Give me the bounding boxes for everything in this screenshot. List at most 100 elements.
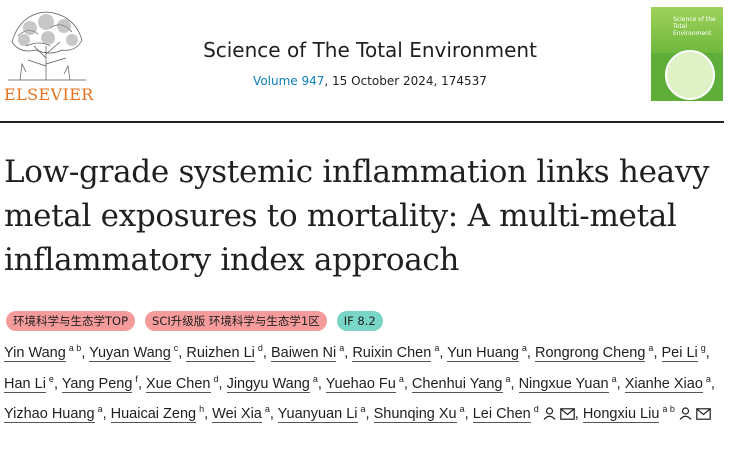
author-name[interactable]: Yin Wang [4, 345, 66, 362]
author-affiliation[interactable]: f [135, 373, 138, 384]
author-affiliation[interactable]: a b [662, 404, 675, 414]
header-divider [0, 121, 724, 123]
author-separator: , [178, 345, 187, 361]
journal-title-link[interactable]: Science of The Total Environment [203, 38, 537, 62]
author-affiliation[interactable]: a [705, 373, 711, 384]
author-name[interactable]: Yang Peng [61, 375, 133, 393]
author-affiliation[interactable]: a [97, 404, 103, 414]
author-item[interactable]: Han Li e [4, 373, 54, 393]
author-separator: , [317, 375, 326, 392]
author-separator: , [344, 345, 353, 361]
author-name[interactable]: Yizhao Huang [4, 406, 95, 423]
author-name[interactable]: Xianhe Xiao [624, 375, 703, 393]
author-affiliation[interactable]: a [264, 404, 270, 414]
author-item[interactable]: Baiwen Ni a [270, 343, 345, 362]
author-item[interactable]: Hongxiu Liu a b [582, 404, 711, 423]
author-item[interactable]: Huaicai Zeng h [110, 404, 205, 423]
author-item[interactable]: Yang Peng f [61, 373, 138, 393]
author-name[interactable]: Ruizhen Li [186, 345, 255, 362]
author-item[interactable]: Ruixin Chen a [352, 343, 440, 362]
author-affiliation[interactable]: c [173, 343, 179, 353]
author-name[interactable]: Ruixin Chen [352, 345, 432, 362]
author-name[interactable]: Huaicai Zeng [110, 406, 197, 423]
author-item[interactable]: Wei Xia a [212, 404, 270, 423]
elsevier-wordmark[interactable]: ELSEVIER [4, 85, 94, 104]
citation-line: Volume 947, 15 October 2024, 174537 [180, 74, 560, 88]
author-item[interactable]: Yuehao Fu a [325, 373, 404, 393]
author-separator: , [526, 345, 535, 361]
author-separator: , [137, 375, 146, 392]
author-name[interactable]: Yuyan Wang [89, 345, 171, 362]
author-item[interactable]: Ruizhen Li d [186, 343, 263, 362]
author-affiliation[interactable]: a b [68, 343, 82, 353]
author-item[interactable]: Pei Li g [661, 343, 706, 362]
author-separator: , [464, 406, 473, 422]
author-item[interactable]: Rongrong Cheng a [534, 343, 654, 362]
author-affiliation[interactable]: a [339, 343, 345, 353]
author-name[interactable]: Baiwen Ni [270, 345, 337, 362]
author-item[interactable]: Yin Wang a b [4, 343, 82, 362]
elsevier-tree-logo[interactable] [6, 6, 88, 82]
volume-link[interactable]: Volume 947 [253, 74, 325, 88]
journal-cover-thumbnail[interactable]: Science of the Total Environment [651, 7, 723, 101]
author-item[interactable]: Chenhui Yang a [411, 373, 511, 393]
author-affiliation[interactable]: e [48, 373, 54, 384]
author-item[interactable]: Yizhao Huang a [4, 404, 103, 423]
author-affiliation[interactable]: g [700, 343, 706, 353]
badge-sci-zone[interactable]: SCI升级版 环境科学与生态学1区 [145, 311, 327, 331]
author-item[interactable]: Lei Chen d [472, 404, 575, 423]
author-separator: , [653, 345, 662, 361]
author-separator: , [616, 375, 625, 392]
author-separator: , [53, 375, 62, 392]
author-separator: , [574, 406, 583, 422]
author-affiliation[interactable]: a [611, 373, 617, 384]
author-name[interactable]: Lei Chen [472, 406, 531, 423]
author-name[interactable]: Ningxue Yuan [518, 375, 609, 393]
author-affiliation[interactable]: d [533, 404, 539, 414]
author-name[interactable]: Yuehao Fu [325, 375, 396, 393]
author-separator: , [204, 406, 213, 422]
author-item[interactable]: Jingyu Wang a [226, 373, 318, 393]
author-item[interactable]: Yuanyuan Li a [277, 404, 366, 423]
author-item[interactable]: Yuyan Wang c [89, 343, 179, 362]
author-separator: , [439, 345, 448, 361]
author-name[interactable]: Rongrong Cheng [534, 345, 646, 362]
person-icon[interactable] [543, 404, 556, 430]
author-name[interactable]: Wei Xia [212, 406, 262, 423]
badge-top[interactable]: 环境科学与生态学TOP [6, 311, 136, 331]
author-item[interactable]: Shunqing Xu a [373, 404, 465, 423]
author-affiliation[interactable]: h [199, 404, 205, 414]
author-name[interactable]: Xue Chen [146, 375, 211, 393]
author-name[interactable]: Han Li [4, 375, 46, 393]
author-affiliation[interactable]: d [257, 343, 263, 353]
author-name[interactable]: Yun Huang [447, 345, 519, 362]
author-separator: , [510, 375, 519, 392]
author-name[interactable]: Pei Li [661, 345, 698, 362]
author-affiliation[interactable]: d [213, 373, 219, 384]
author-item[interactable]: Xianhe Xiao a [624, 373, 711, 393]
author-name[interactable]: Jingyu Wang [226, 375, 310, 393]
cover-top-band [651, 7, 723, 53]
author-affiliation[interactable]: a [434, 343, 440, 353]
article-header: ELSEVIER Science of The Total Environmen… [0, 0, 730, 124]
badge-impact-factor[interactable]: IF 8.2 [336, 311, 383, 331]
author-name[interactable]: Hongxiu Liu [582, 406, 660, 423]
author-affiliation[interactable]: a [459, 404, 465, 414]
author-item[interactable]: Ningxue Yuan a [518, 373, 617, 393]
author-separator: , [218, 375, 227, 392]
author-name[interactable]: Yuanyuan Li [277, 406, 358, 423]
author-separator: , [365, 406, 374, 422]
author-name[interactable]: Chenhui Yang [411, 375, 503, 393]
person-icon[interactable] [679, 404, 692, 430]
email-icon[interactable] [559, 404, 575, 430]
email-icon[interactable] [696, 404, 711, 430]
author-name[interactable]: Shunqing Xu [373, 406, 457, 423]
author-affiliation[interactable]: a [505, 373, 511, 384]
author-affiliation[interactable]: a [521, 343, 527, 353]
author-affiliation[interactable]: a [360, 404, 366, 414]
author-affiliation[interactable]: a [398, 373, 404, 384]
author-item[interactable]: Xue Chen d [146, 373, 219, 393]
author-affiliation[interactable]: a [648, 343, 654, 353]
author-item[interactable]: Yun Huang a [447, 343, 527, 362]
author-affiliation[interactable]: a [312, 373, 318, 384]
